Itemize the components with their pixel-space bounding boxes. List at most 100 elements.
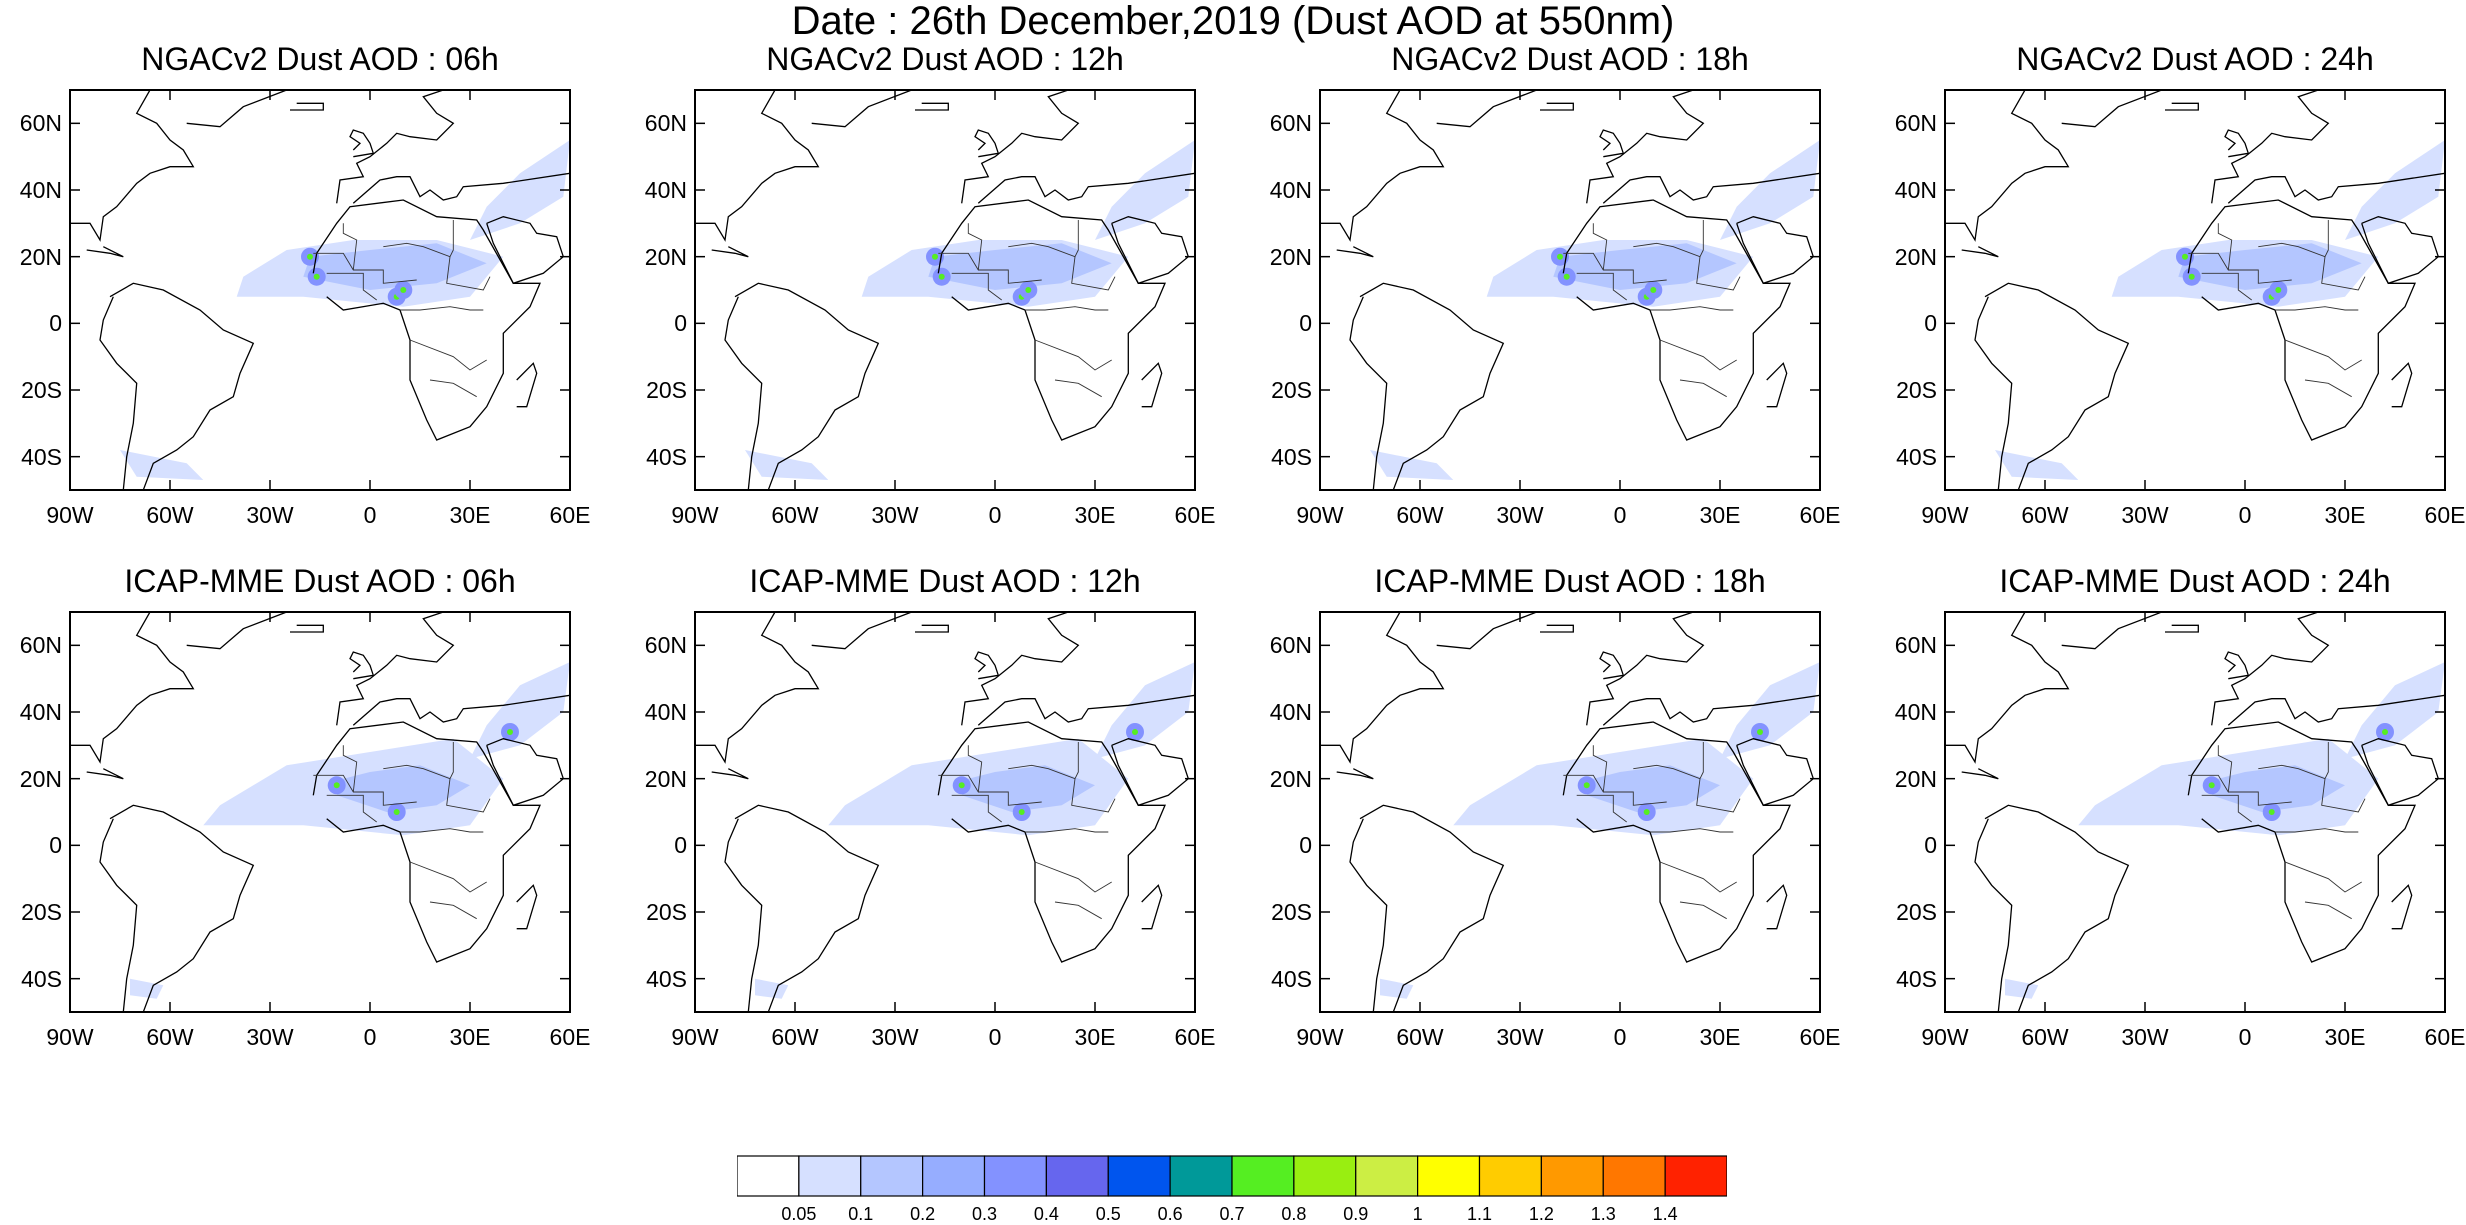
aod-peak (1018, 809, 1025, 815)
y-tick-label: 20N (19, 765, 62, 792)
panel-title: ICAP-MME Dust AOD : 24h (1999, 563, 2391, 599)
x-tick-label: 60E (1174, 1024, 1216, 1050)
x-tick-label: 90W (1921, 502, 1969, 528)
y-tick-label: 20S (21, 377, 62, 403)
map-panel: ICAP-MME Dust AOD : 06h 90W 60W 30W 0 30E 60E 6… (20, 564, 591, 1050)
country-border (967, 745, 983, 793)
colorbar (737, 1155, 1727, 1197)
colorbar-label: 0.9 (1343, 1204, 1369, 1224)
coastline (974, 129, 1000, 158)
x-tick-label: 30E (449, 1024, 491, 1050)
aod-field (470, 662, 570, 759)
aod-peak (932, 253, 938, 260)
country-border (2304, 901, 2352, 920)
colorbar-swatch (922, 1155, 986, 1197)
country-border (1054, 901, 1102, 920)
country-border (446, 256, 491, 291)
x-tick-label: 30E (2324, 502, 2366, 528)
x-tick-label: 60W (771, 502, 819, 528)
coastline (1320, 89, 1445, 242)
aod-peak (1650, 287, 1657, 293)
aod-peak (393, 809, 400, 815)
colorbar-swatch (1169, 1155, 1233, 1197)
coastline (486, 738, 565, 807)
coastline (1420, 611, 1537, 650)
colorbar-swatch (983, 1155, 1047, 1197)
y-tick-label: 20S (1896, 899, 1937, 925)
aod-field (1720, 140, 1820, 240)
x-tick-label: 30W (871, 1024, 919, 1050)
y-tick-label: 0 (674, 832, 687, 859)
country-border (342, 745, 358, 793)
country-border (2201, 794, 2252, 823)
dust-aod-map (69, 89, 571, 491)
colorbar-label: 0.5 (1095, 1204, 1121, 1224)
country-border (938, 252, 1042, 284)
coastline (486, 216, 565, 285)
aod-field (1095, 140, 1195, 240)
coastline (2361, 216, 2440, 285)
coastline (1562, 199, 1791, 441)
aod-field (2345, 140, 2445, 240)
coastline (1961, 246, 1999, 258)
coastline (1736, 738, 1815, 807)
country-border (383, 220, 454, 258)
x-tick-label: 30W (246, 1024, 294, 1050)
aod-peak (2275, 287, 2282, 293)
coastline (937, 199, 1166, 441)
map-frame (1944, 89, 2446, 491)
x-tick-label: 60E (1174, 502, 1216, 528)
aod-peak (507, 729, 513, 735)
y-tick-label: 20N (1894, 765, 1937, 792)
x-tick-label: 60W (146, 502, 194, 528)
country-border (1696, 256, 1741, 291)
coastline (1111, 216, 1190, 285)
coastline (1540, 102, 1574, 111)
colorbar-swatch (1602, 1155, 1666, 1197)
y-tick-label: 40N (1269, 699, 1312, 725)
y-tick-label: 40S (1896, 443, 1937, 470)
coastline (2391, 362, 2413, 408)
x-tick-label: 90W (46, 1024, 94, 1050)
coastline (1766, 362, 1788, 408)
coastline (695, 89, 820, 242)
colorbar-label: 1.1 (1466, 1204, 1493, 1224)
coastline (99, 804, 255, 1013)
country-border (1008, 220, 1079, 258)
x-tick-label: 0 (2238, 1024, 2252, 1050)
aod-field (470, 140, 570, 240)
x-tick-label: 60E (549, 1024, 591, 1050)
x-tick-label: 30W (1496, 1024, 1544, 1050)
colorbar-swatch (1540, 1155, 1604, 1197)
map-frame (1319, 611, 1821, 1013)
aod-peak (2208, 782, 2215, 789)
y-tick-label: 20S (646, 899, 687, 925)
colorbar-label: 0.8 (1281, 1204, 1307, 1224)
x-tick-label: 30W (871, 502, 919, 528)
country-border (326, 272, 377, 301)
colorbar-label: 1.4 (1652, 1204, 1678, 1224)
dust-aod-map (694, 89, 1196, 491)
coastline (2187, 199, 2416, 441)
coastline (711, 246, 749, 258)
aod-peak (1025, 287, 1032, 293)
country-border (342, 223, 358, 271)
colorbar-swatch (1355, 1155, 1419, 1197)
y-tick-label: 20N (644, 765, 687, 792)
country-border (1679, 901, 1727, 920)
colorbar-swatch (1664, 1155, 1727, 1197)
x-tick-label: 90W (671, 502, 719, 528)
coastline (516, 362, 538, 408)
map-panel: NGACv2 Dust AOD : 06h 90W 60W 30W 0 30E 60E 60N… (20, 42, 591, 528)
coastline (2165, 624, 2199, 633)
x-tick-label: 90W (1921, 1024, 1969, 1050)
coastline (1336, 246, 1374, 258)
aod-peak (1757, 729, 1763, 735)
aod-field (1095, 662, 1195, 759)
country-border (951, 794, 1002, 823)
aod-peak (1563, 273, 1570, 280)
colorbar-label: 1 (1412, 1204, 1423, 1224)
dust-aod-map (694, 611, 1196, 1013)
aod-field (2345, 662, 2445, 759)
map-panel: ICAP-MME Dust AOD : 12h 90W 60W 30W 0 30E 60E 6… (645, 564, 1216, 1050)
